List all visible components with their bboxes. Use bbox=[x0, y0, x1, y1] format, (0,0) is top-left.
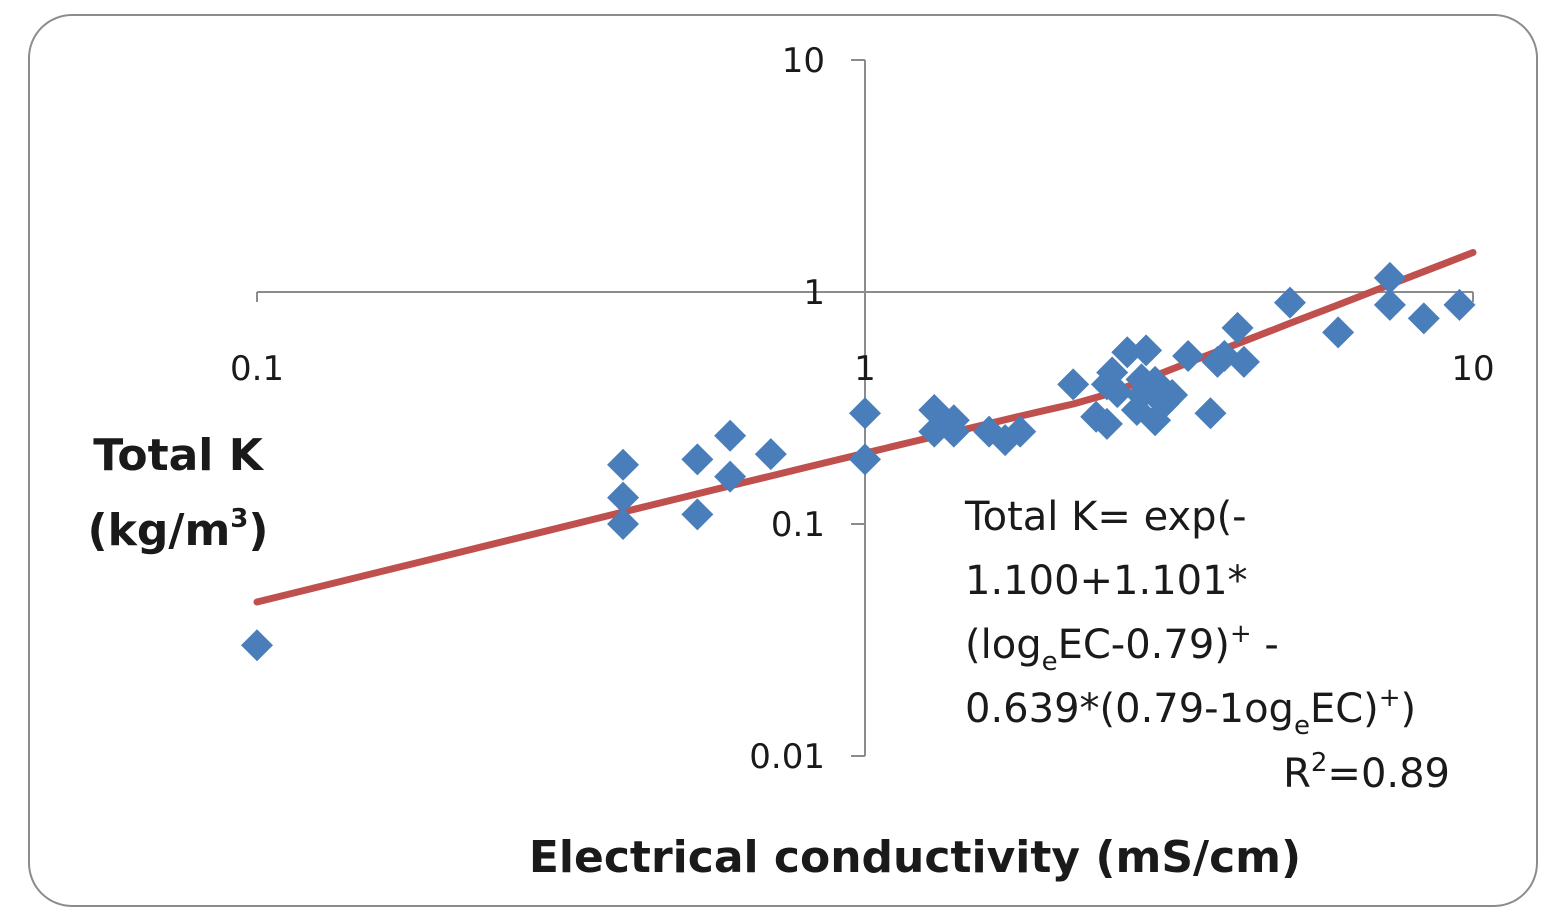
data-point bbox=[714, 419, 747, 452]
data-point bbox=[1156, 378, 1189, 411]
x-tick-label: 1 bbox=[854, 349, 876, 389]
data-point bbox=[1443, 288, 1476, 321]
data-point bbox=[681, 443, 714, 476]
fit-equation: Total K= exp(- 1.100+1.101* (logeEC-0.79… bbox=[964, 494, 1450, 797]
y-axis-title-line2: (kg/m3) bbox=[88, 504, 269, 556]
data-point bbox=[1057, 368, 1090, 401]
data-point bbox=[1130, 334, 1163, 367]
data-point bbox=[1004, 415, 1037, 448]
data-point bbox=[754, 438, 787, 471]
data-point bbox=[1090, 407, 1123, 440]
data-point bbox=[714, 460, 747, 493]
data-point bbox=[937, 415, 970, 448]
data-point bbox=[607, 508, 640, 540]
y-axis-title-line1: Total K bbox=[93, 430, 265, 481]
y-tick-label: 0.01 bbox=[749, 737, 825, 777]
y-axis-title-end: ) bbox=[248, 505, 268, 556]
equation-line-2: 1.100+1.101* bbox=[965, 558, 1248, 604]
equation-line-3: (logeEC-0.79)+ - bbox=[965, 619, 1279, 677]
tick-labels: 0.1 1 10 0.01 0.1 1 10 bbox=[230, 41, 1495, 777]
data-point bbox=[1221, 311, 1254, 344]
data-point bbox=[607, 481, 640, 514]
y-tick-label: 10 bbox=[782, 41, 825, 81]
y-tick-label: 1 bbox=[803, 273, 825, 313]
data-point bbox=[1227, 345, 1260, 378]
data-point bbox=[849, 443, 881, 476]
fit-curve-layer bbox=[253, 249, 1477, 606]
x-tick-label: 10 bbox=[1451, 349, 1494, 389]
data-point bbox=[1373, 288, 1406, 321]
chart-frame bbox=[28, 14, 1538, 907]
y-axis-title-base: (kg/m bbox=[88, 505, 231, 556]
data-point bbox=[681, 498, 714, 531]
r-squared: R2=0.89 bbox=[1283, 748, 1450, 797]
data-point bbox=[607, 448, 640, 481]
data-point bbox=[1273, 286, 1306, 319]
x-tick-label: 0.1 bbox=[230, 349, 284, 389]
data-point bbox=[1194, 397, 1227, 430]
y-axis-title-sup: 3 bbox=[230, 504, 248, 534]
equation-line-1: Total K= exp(- bbox=[964, 494, 1247, 540]
data-point bbox=[1101, 376, 1134, 409]
data-point bbox=[1172, 339, 1205, 372]
data-points-layer bbox=[241, 261, 1476, 662]
data-point bbox=[1322, 316, 1355, 349]
data-point bbox=[1111, 336, 1144, 369]
equation-line-4: 0.639*(0.79-1ogeEC)+) bbox=[965, 683, 1416, 741]
data-point bbox=[241, 629, 273, 662]
y-tick-label: 0.1 bbox=[771, 505, 825, 545]
data-point bbox=[849, 397, 881, 430]
fit-line bbox=[253, 249, 1477, 606]
data-point bbox=[1407, 302, 1440, 335]
x-axis-title: Electrical conductivity (mS/cm) bbox=[529, 832, 1301, 883]
data-point bbox=[1373, 261, 1406, 294]
